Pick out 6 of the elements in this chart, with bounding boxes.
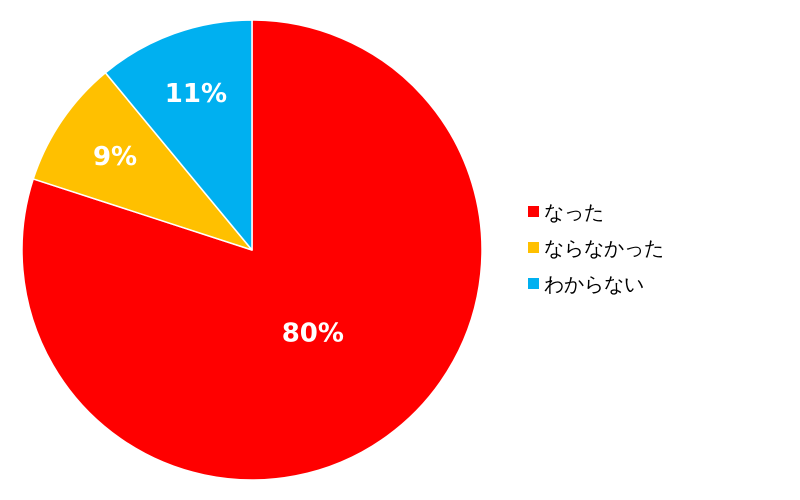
legend-label: わからない — [544, 272, 644, 296]
data-label: 11% — [164, 79, 228, 110]
legend-label: ならなかった — [544, 236, 664, 260]
data-label: 80% — [282, 318, 344, 349]
data-label: 9% — [92, 142, 138, 172]
legend-label: なった — [544, 200, 604, 224]
